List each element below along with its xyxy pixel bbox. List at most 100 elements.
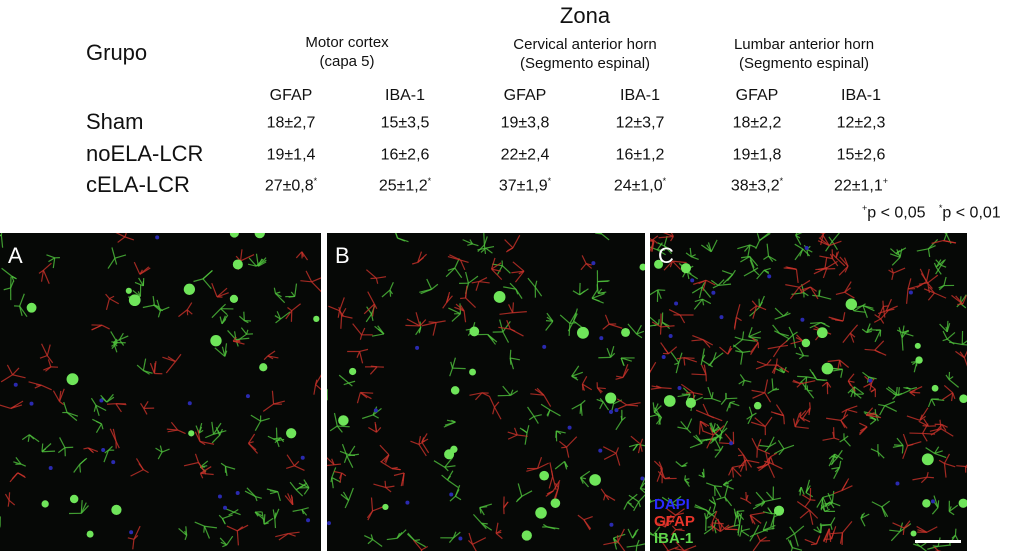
cell-process (804, 376, 808, 390)
cell-process (905, 288, 909, 304)
cell-process (742, 454, 753, 468)
cell-process (421, 545, 429, 551)
cell-process (426, 278, 433, 290)
cell-process (691, 339, 704, 342)
cell-process (41, 343, 48, 356)
cell-process (660, 539, 669, 551)
cell-process (912, 476, 928, 481)
cell-process (810, 321, 821, 324)
cell-process (615, 453, 621, 466)
cell-process (701, 244, 712, 253)
cell-process (248, 442, 257, 451)
cell-process (636, 324, 642, 335)
cell-process (942, 330, 948, 340)
cell-process (795, 426, 809, 429)
cell-process (901, 329, 909, 339)
cell-process (844, 281, 852, 293)
cell-process (493, 406, 502, 420)
cell-process (706, 482, 715, 487)
cell-process (262, 403, 274, 412)
cell-process (406, 318, 421, 327)
table-cell: 12±3,7 (615, 114, 665, 132)
cell-process (726, 402, 731, 412)
cell-process (940, 259, 946, 266)
cell-process (418, 440, 426, 445)
cell-process (736, 316, 742, 322)
cell-process (510, 390, 519, 396)
cell-process (202, 270, 213, 280)
cell-process (684, 478, 690, 481)
cell-process (233, 508, 239, 513)
cell-process (756, 269, 765, 280)
cell-process (746, 415, 753, 420)
cell-process (965, 464, 967, 467)
cell-process (671, 525, 677, 530)
cell-process (823, 233, 826, 235)
cell-process (956, 465, 966, 468)
cell-process (537, 456, 543, 469)
cell-process (943, 453, 951, 464)
cell-process (674, 362, 679, 365)
cell-process (689, 442, 703, 449)
cell-process (846, 408, 858, 413)
cell-process (499, 319, 504, 333)
cell-process (740, 530, 750, 537)
cell-process (216, 287, 228, 298)
microglia-soma (801, 338, 811, 348)
nucleus (614, 408, 619, 413)
cell-process (617, 541, 626, 551)
cell-process (955, 350, 965, 359)
cell-process (686, 418, 693, 430)
cell-process (548, 476, 554, 489)
cell-process (871, 378, 875, 384)
table-cell: 37±1,9* (498, 176, 552, 195)
cell-process (780, 344, 788, 348)
cell-process (663, 233, 674, 238)
cell-process (929, 428, 942, 432)
cell-process (370, 534, 374, 540)
cell-process (417, 253, 428, 263)
cell-process (671, 529, 677, 536)
cell-process (571, 403, 582, 410)
cell-process (166, 428, 178, 431)
cell-process (142, 358, 147, 371)
cell-process (591, 290, 598, 299)
cell-process (871, 501, 883, 508)
cell-process (106, 393, 114, 403)
cell-process (639, 438, 644, 445)
cell-process (517, 434, 528, 437)
cell-process (838, 265, 849, 276)
cell-process (792, 334, 797, 349)
cell-process (433, 460, 445, 468)
table-cell: 27±0,8* (264, 176, 318, 195)
cell-process (794, 525, 805, 535)
cell-process (333, 412, 338, 427)
cell-process (152, 304, 161, 312)
cell-process (114, 258, 118, 265)
cell-process (346, 453, 359, 457)
cell-process (701, 472, 705, 478)
cell-process (925, 268, 930, 282)
cell-process (0, 234, 4, 248)
cell-process (12, 367, 20, 376)
cell-process (869, 419, 877, 425)
cell-process (938, 284, 945, 289)
microglia-soma (931, 384, 939, 392)
cell-process (463, 310, 467, 323)
cell-process (840, 369, 844, 378)
cell-process (747, 244, 751, 257)
cell-process (767, 345, 781, 350)
cell-process (57, 447, 66, 454)
scale-bar (915, 540, 961, 543)
cell-process (360, 391, 372, 400)
cell-process (41, 384, 52, 391)
cell-process (672, 260, 681, 270)
cell-process (792, 331, 798, 336)
marker-header: GFAP (269, 87, 313, 104)
cell-process (142, 304, 155, 309)
cell-process (962, 295, 967, 305)
cell-process (261, 511, 265, 525)
cell-process (372, 303, 375, 317)
microglia-soma (125, 287, 132, 294)
cell-process (657, 470, 666, 480)
